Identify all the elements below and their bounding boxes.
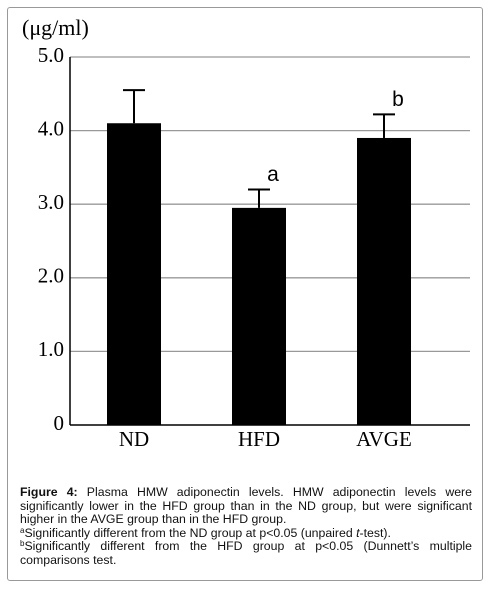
x-tick-label: ND [119, 427, 149, 451]
note-end: -test). [359, 525, 391, 540]
note-mark: b [20, 539, 25, 549]
y-tick-label: 5.0 [38, 43, 64, 67]
note-text: Significantly different from the HFD gro… [20, 539, 472, 567]
y-tick-label: 4.0 [38, 116, 64, 140]
chart: (μg/ml) 0 1.0 2.0 3.0 4.0 5.0 ND HFD a AVGE b [22, 15, 470, 451]
bar [232, 207, 286, 425]
caption-main: Figure 4: Plasma HMW adiponectin levels.… [20, 485, 472, 527]
y-tick-label: 1.0 [38, 337, 64, 361]
y-axis-label: (μg/ml) [22, 15, 89, 40]
y-tick-label: 2.0 [38, 264, 64, 288]
annotation: a [267, 163, 279, 186]
y-tick-label: 0 [54, 411, 65, 435]
annotation: b [392, 88, 404, 111]
note: aSignificantly different from the ND gro… [20, 525, 472, 541]
y-tick-label: 3.0 [38, 190, 64, 214]
x-tick-label: HFD [238, 427, 280, 451]
figure-frame [7, 7, 483, 581]
note-text: Significantly different from the ND grou… [24, 525, 357, 540]
caption-label: Figure 4: [20, 485, 78, 499]
x-tick-label: AVGE [356, 427, 412, 451]
note-mark: a [20, 525, 25, 535]
caption: Figure 4: Plasma HMW adiponectin levels.… [20, 485, 472, 568]
bar [107, 123, 161, 426]
bar [357, 137, 411, 425]
note: bSignificantly different from the HFD gr… [20, 540, 472, 567]
caption-text: Plasma HMW adiponectin levels. HMW adipo… [20, 485, 472, 527]
note-italic: t [356, 525, 360, 540]
